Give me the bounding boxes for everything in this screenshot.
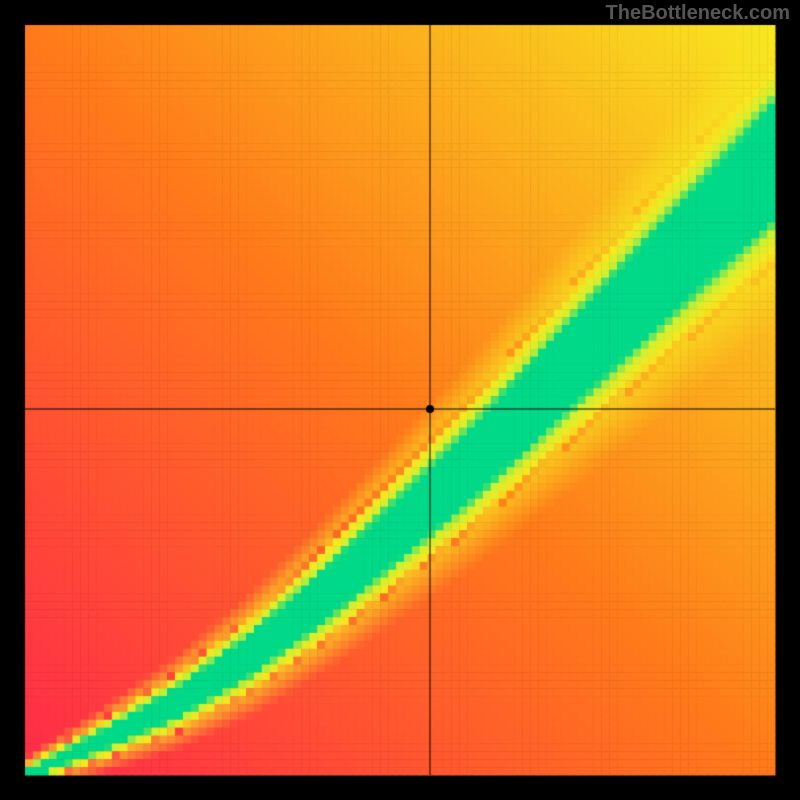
heatmap-canvas bbox=[0, 0, 800, 800]
chart-container: TheBottleneck.com bbox=[0, 0, 800, 800]
watermark-text: TheBottleneck.com bbox=[606, 2, 790, 25]
